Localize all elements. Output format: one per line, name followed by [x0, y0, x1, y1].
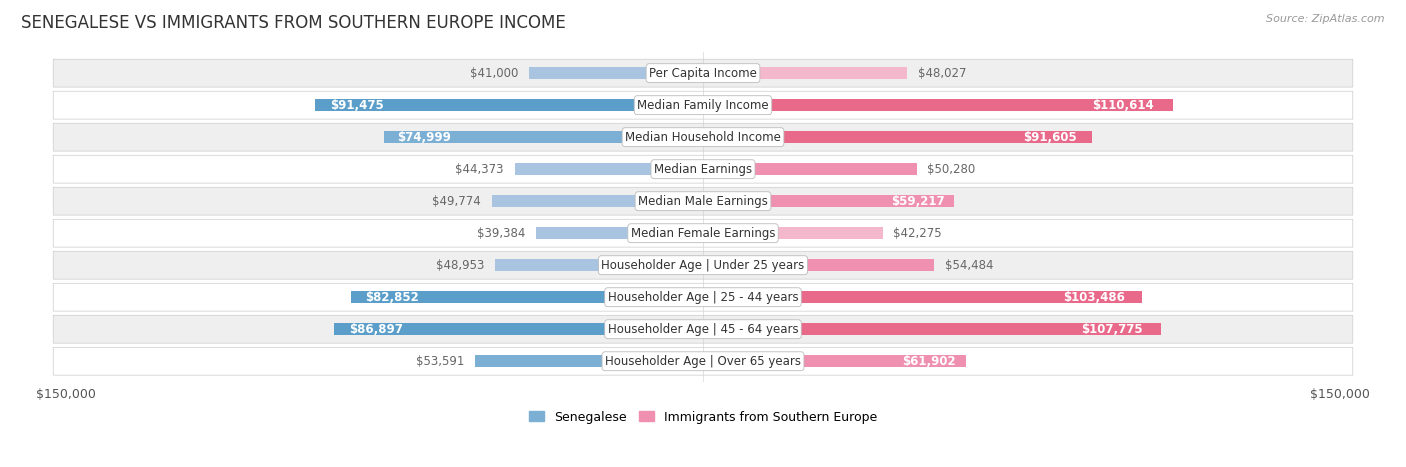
Text: $39,384: $39,384: [477, 226, 524, 240]
FancyBboxPatch shape: [53, 219, 1353, 247]
FancyBboxPatch shape: [53, 251, 1353, 279]
Text: $50,280: $50,280: [927, 163, 976, 176]
Bar: [495, 259, 703, 271]
Text: Householder Age | Under 25 years: Householder Age | Under 25 years: [602, 259, 804, 272]
Text: $42,275: $42,275: [893, 226, 942, 240]
Bar: [703, 323, 1161, 335]
FancyBboxPatch shape: [53, 283, 1353, 311]
Bar: [384, 131, 703, 143]
Bar: [352, 291, 703, 303]
Text: $107,775: $107,775: [1081, 323, 1143, 336]
FancyBboxPatch shape: [53, 91, 1353, 119]
Bar: [703, 195, 955, 207]
FancyBboxPatch shape: [53, 315, 1353, 343]
Text: Median Male Earnings: Median Male Earnings: [638, 195, 768, 208]
Text: Householder Age | 45 - 64 years: Householder Age | 45 - 64 years: [607, 323, 799, 336]
FancyBboxPatch shape: [53, 123, 1353, 151]
Text: $48,953: $48,953: [436, 259, 485, 272]
Bar: [703, 227, 883, 239]
Text: Source: ZipAtlas.com: Source: ZipAtlas.com: [1267, 14, 1385, 24]
Text: $61,902: $61,902: [901, 355, 955, 368]
FancyBboxPatch shape: [53, 59, 1353, 87]
Bar: [703, 259, 935, 271]
Bar: [703, 291, 1143, 303]
Bar: [315, 99, 703, 111]
Text: Per Capita Income: Per Capita Income: [650, 67, 756, 80]
Text: Householder Age | 25 - 44 years: Householder Age | 25 - 44 years: [607, 291, 799, 304]
FancyBboxPatch shape: [53, 155, 1353, 183]
Text: Median Earnings: Median Earnings: [654, 163, 752, 176]
Bar: [536, 227, 703, 239]
Legend: Senegalese, Immigrants from Southern Europe: Senegalese, Immigrants from Southern Eur…: [524, 405, 882, 429]
Bar: [703, 355, 966, 368]
Text: $59,217: $59,217: [891, 195, 945, 208]
Bar: [529, 67, 703, 79]
Text: Median Household Income: Median Household Income: [626, 131, 780, 144]
Bar: [515, 163, 703, 175]
Text: $86,897: $86,897: [349, 323, 402, 336]
Text: Median Female Earnings: Median Female Earnings: [631, 226, 775, 240]
Bar: [703, 163, 917, 175]
Bar: [703, 99, 1173, 111]
Text: $53,591: $53,591: [416, 355, 465, 368]
Bar: [335, 323, 703, 335]
FancyBboxPatch shape: [53, 347, 1353, 375]
Text: $54,484: $54,484: [945, 259, 994, 272]
Bar: [492, 195, 703, 207]
Text: $91,605: $91,605: [1022, 131, 1077, 144]
Bar: [475, 355, 703, 368]
Text: Median Family Income: Median Family Income: [637, 99, 769, 112]
FancyBboxPatch shape: [53, 187, 1353, 215]
Text: $48,027: $48,027: [918, 67, 966, 80]
Text: Householder Age | Over 65 years: Householder Age | Over 65 years: [605, 355, 801, 368]
Bar: [703, 131, 1092, 143]
Text: $74,999: $74,999: [398, 131, 451, 144]
Text: $41,000: $41,000: [470, 67, 519, 80]
Text: $91,475: $91,475: [330, 99, 384, 112]
Text: $110,614: $110,614: [1092, 99, 1154, 112]
Text: $82,852: $82,852: [366, 291, 419, 304]
Text: $103,486: $103,486: [1063, 291, 1125, 304]
Text: $44,373: $44,373: [456, 163, 503, 176]
Bar: [703, 67, 907, 79]
Text: $49,774: $49,774: [432, 195, 481, 208]
Text: SENEGALESE VS IMMIGRANTS FROM SOUTHERN EUROPE INCOME: SENEGALESE VS IMMIGRANTS FROM SOUTHERN E…: [21, 14, 565, 32]
